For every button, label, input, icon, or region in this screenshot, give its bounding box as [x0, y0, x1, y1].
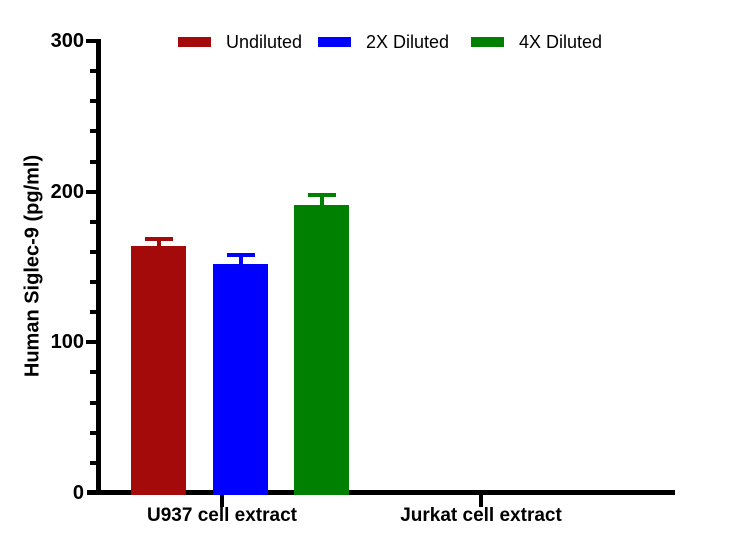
y-minor-tick [90, 310, 96, 315]
y-minor-tick [90, 249, 96, 254]
legend-item: Undiluted [178, 31, 302, 53]
y-minor-tick [90, 280, 96, 285]
y-tick-label: 300 [50, 30, 84, 52]
legend-label: 4X Diluted [519, 31, 603, 52]
legend-swatch [178, 37, 211, 47]
y-major-tick [86, 189, 96, 194]
y-major-tick [86, 340, 96, 345]
error-bar-cap [307, 193, 336, 198]
x-category-label: Jurkat cell extract [400, 505, 562, 526]
y-minor-tick [90, 159, 96, 164]
y-minor-tick [90, 400, 96, 405]
bar [131, 245, 186, 495]
y-tick-label: 100 [50, 331, 84, 354]
x-tick [220, 495, 224, 507]
y-tick-label: 200 [50, 180, 84, 203]
error-bar-stem [319, 193, 324, 214]
legend-item: 2X Diluted [318, 31, 449, 53]
y-major-tick [86, 39, 96, 43]
legend-swatch [318, 37, 351, 47]
error-bar-cap [144, 236, 173, 241]
legend-label: Undiluted [226, 31, 303, 52]
legend-item: 4X Diluted [471, 31, 602, 53]
legend-swatch [471, 37, 504, 47]
x-category-label: U937 cell extract [147, 505, 297, 526]
y-minor-tick [90, 460, 96, 465]
x-tick [479, 495, 483, 507]
y-minor-tick [90, 430, 96, 435]
y-minor-tick [90, 99, 96, 104]
legend: Undiluted 2X Diluted 4X Diluted [0, 31, 736, 55]
error-bar-stem [156, 236, 161, 254]
bar [213, 263, 268, 495]
y-tick-label: 0 [72, 482, 84, 504]
y-axis-line [96, 39, 101, 495]
y-minor-tick [90, 129, 96, 134]
error-bar-stem [238, 253, 243, 272]
y-minor-tick [90, 219, 96, 224]
x-axis-line [87, 490, 675, 495]
error-bar-cap [226, 253, 255, 258]
y-minor-tick [90, 69, 96, 74]
y-minor-tick [90, 370, 96, 375]
legend-label: 2X Diluted [366, 31, 450, 52]
bar [294, 205, 349, 495]
